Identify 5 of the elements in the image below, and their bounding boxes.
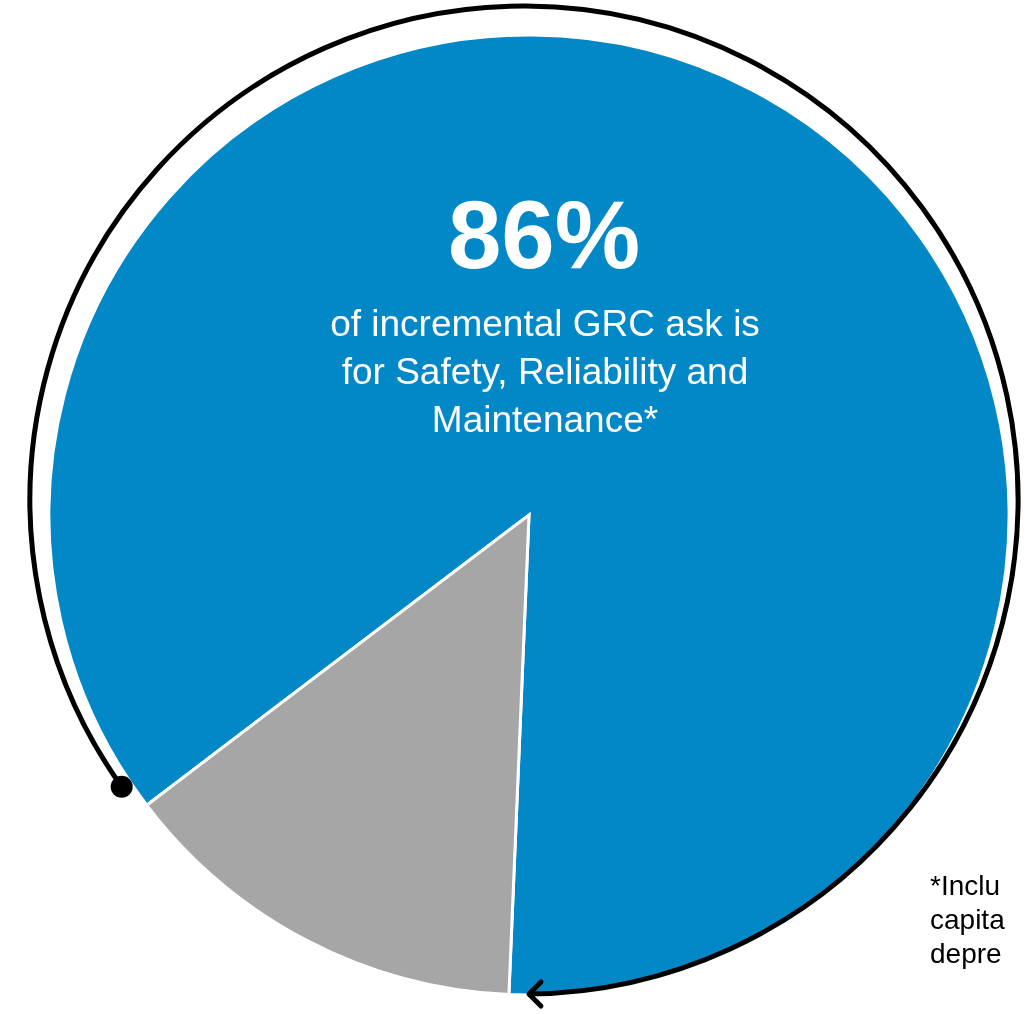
text: *Inclu	[930, 870, 1001, 902]
text: depre	[930, 938, 1002, 970]
text: of incremental GRC ask is for Safety, Reliability and Maintenance*	[329, 302, 761, 442]
text: 86%	[446, 180, 642, 290]
text: capita	[930, 904, 1005, 936]
